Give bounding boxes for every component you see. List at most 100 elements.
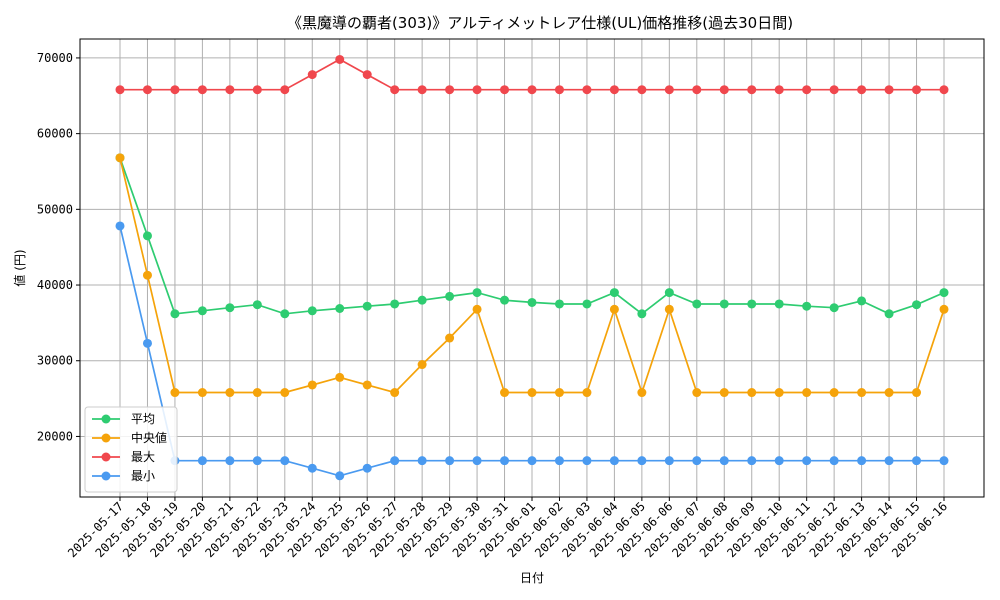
data-point [554, 388, 564, 398]
legend-item: 最大 [92, 450, 155, 464]
data-point [307, 70, 317, 80]
data-point [692, 388, 702, 398]
data-point [417, 456, 427, 466]
data-point [445, 456, 455, 466]
data-point [857, 388, 867, 398]
data-point [609, 288, 619, 298]
series-layer [115, 54, 949, 481]
y-tick-label: 30000 [37, 354, 73, 368]
data-point [774, 85, 784, 95]
series-1 [115, 153, 949, 398]
data-point [115, 221, 125, 231]
data-point [802, 388, 812, 398]
data-point [857, 296, 867, 306]
data-point [884, 85, 894, 95]
data-point [912, 388, 922, 398]
legend-label: 平均 [131, 412, 155, 426]
data-point [307, 306, 317, 316]
data-point [719, 388, 729, 398]
data-point [142, 231, 152, 241]
data-point [362, 70, 372, 80]
y-tick-label: 50000 [37, 202, 73, 216]
data-point [335, 54, 345, 64]
y-tick-label: 20000 [37, 429, 73, 443]
data-point [252, 456, 262, 466]
data-point [939, 288, 949, 298]
data-point [664, 288, 674, 298]
data-point [362, 380, 372, 390]
data-point [280, 85, 290, 95]
data-point [664, 456, 674, 466]
data-point [719, 456, 729, 466]
data-point [362, 301, 372, 311]
data-point [527, 456, 537, 466]
data-point [527, 297, 537, 307]
data-point [225, 303, 235, 313]
data-point [280, 456, 290, 466]
data-point [857, 85, 867, 95]
data-point [939, 304, 949, 314]
data-point [170, 309, 180, 319]
data-point [554, 456, 564, 466]
data-point [445, 85, 455, 95]
data-point [582, 85, 592, 95]
data-point [939, 85, 949, 95]
data-point [170, 388, 180, 398]
y-tick-label: 40000 [37, 278, 73, 292]
data-point [692, 456, 702, 466]
data-point [939, 456, 949, 466]
data-point [472, 304, 482, 314]
data-point [664, 304, 674, 314]
y-tick-label: 70000 [37, 51, 73, 65]
data-point [747, 388, 757, 398]
data-point [802, 85, 812, 95]
data-point [747, 456, 757, 466]
y-axis-ticks: 20000 30000 40000 50000 60000 70000 [37, 51, 80, 443]
data-point [472, 85, 482, 95]
data-point [472, 288, 482, 298]
data-point [829, 303, 839, 313]
data-point [115, 153, 125, 163]
data-point [637, 388, 647, 398]
data-point [719, 85, 729, 95]
data-point [225, 388, 235, 398]
data-point [335, 471, 345, 481]
data-point [500, 456, 510, 466]
data-point [307, 463, 317, 473]
data-point [417, 360, 427, 370]
legend-label: 中央値 [131, 430, 167, 445]
data-point [500, 85, 510, 95]
data-point [829, 388, 839, 398]
data-point [884, 388, 894, 398]
data-point [774, 299, 784, 309]
data-point [280, 309, 290, 319]
data-point [884, 456, 894, 466]
data-point [225, 85, 235, 95]
data-point [500, 295, 510, 305]
legend-item: 中央値 [92, 430, 167, 445]
data-point [390, 299, 400, 309]
data-point [857, 456, 867, 466]
data-point [252, 85, 262, 95]
data-point [142, 85, 152, 95]
data-point [225, 456, 235, 466]
data-point [445, 333, 455, 343]
data-point [335, 304, 345, 314]
data-point [554, 299, 564, 309]
data-point [554, 85, 564, 95]
data-point [197, 306, 207, 316]
data-point [774, 388, 784, 398]
data-point [609, 85, 619, 95]
data-point [417, 295, 427, 305]
x-axis-label: 日付 [520, 571, 544, 585]
data-point [582, 299, 592, 309]
data-point [527, 388, 537, 398]
data-point [197, 85, 207, 95]
data-point [527, 85, 537, 95]
data-point [719, 299, 729, 309]
legend-marker [101, 433, 111, 443]
data-point [335, 372, 345, 382]
data-point [637, 456, 647, 466]
legend-marker [101, 414, 111, 424]
